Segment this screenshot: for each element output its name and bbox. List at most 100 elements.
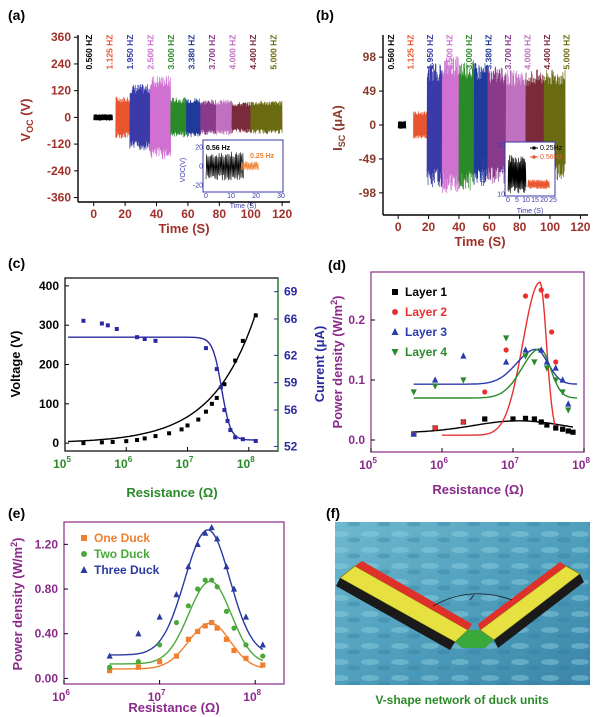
e-ytick-3: 1.20 — [35, 537, 59, 551]
c-point-1-14 — [240, 437, 245, 442]
d-point-1-1 — [432, 425, 438, 431]
c-ytick-2: 200 — [39, 358, 59, 372]
d-point-0-3 — [482, 416, 488, 422]
a-ytick-4: -120 — [47, 137, 71, 151]
d-point-1-2 — [460, 419, 466, 425]
c-y2tick-4: 66 — [284, 312, 298, 326]
panel-a-inset-label-2: 0.25 Hz — [250, 153, 275, 160]
panel-a-x-ticks: 0 20 40 60 80 100 120 — [90, 202, 292, 221]
c-xtick-3: 108 — [237, 455, 255, 471]
b-xtick-0: 0 — [395, 220, 402, 234]
e-xtick-2: 108 — [243, 688, 261, 704]
d-legend-label-0: Layer 1 — [405, 285, 447, 299]
a-freq-label-0: 0.560 HZ — [84, 35, 94, 70]
e-point-1-4 — [185, 603, 191, 609]
e-fit-0 — [109, 622, 263, 670]
e-point-1-11 — [243, 642, 249, 648]
c-point-0-17 — [253, 313, 258, 318]
a-segment-9 — [250, 100, 283, 134]
panel-a-inset-x-label: Time (S) — [230, 203, 257, 210]
b-xtick-3: 60 — [483, 220, 497, 234]
panel-c-y-ticks: 0 100 200 300 400 — [39, 279, 69, 450]
b-segment-5 — [473, 62, 489, 187]
b-segment-2 — [426, 63, 443, 188]
d-ytick-0: 0.0 — [348, 433, 365, 447]
a-freq-label-5: 3.380 HZ — [187, 35, 197, 70]
panel-b-inset-legend: 0.25Hz 0.56Hz — [530, 145, 563, 161]
c-voltage-fit — [68, 313, 257, 443]
e-point-0-10 — [231, 647, 237, 654]
d-point-0-11 — [565, 428, 571, 434]
panel-e-legend: One Duck Two Duck Three Duck — [80, 531, 160, 577]
b-freq-label-0: 0.560 HZ — [386, 35, 396, 70]
a-ytick-1: 240 — [51, 57, 71, 71]
c-point-0-2 — [110, 439, 115, 444]
c-point-0-15 — [233, 358, 238, 363]
c-point-0-0 — [81, 441, 86, 446]
b-ytick-1: 49 — [363, 84, 377, 98]
panel-f-caption: V-shape network of duck units — [375, 693, 549, 707]
e-point-0-9 — [223, 636, 230, 642]
d-point-1-5 — [522, 293, 529, 299]
d-point-0-7 — [538, 419, 544, 425]
e-point-1-2 — [157, 642, 163, 648]
c-point-1-12 — [228, 428, 233, 433]
d-point-3-0 — [410, 389, 417, 396]
d-point-3-2 — [460, 377, 467, 384]
d-legend-marker-3 — [391, 349, 399, 356]
d-xtick-1: 106 — [430, 456, 448, 472]
panel-b-inset-y-label: ISC(μA) — [480, 157, 487, 182]
a-freq-label-3: 2.500 HZ — [146, 35, 156, 70]
panel-d-y-label: Power density (W/m2) — [329, 296, 345, 429]
a-segment-8 — [231, 101, 252, 133]
c-point-0-6 — [153, 434, 158, 439]
d-point-0-10 — [560, 426, 566, 432]
right-arm-red — [478, 562, 566, 630]
b-segment-4 — [458, 60, 475, 191]
b-inset-xtick-1: 5 — [515, 197, 519, 204]
b-xtick-4: 80 — [513, 220, 527, 234]
c-y2tick-5: 69 — [284, 285, 298, 299]
b-freq-label-9: 5.000 HZ — [562, 35, 572, 70]
e-point-0-12 — [260, 662, 266, 668]
d-point-2-5 — [538, 346, 545, 353]
e-point-1-5 — [195, 586, 201, 592]
e-legend-marker-2 — [80, 566, 88, 573]
b-inset-series-0 — [507, 154, 527, 194]
c-point-0-10 — [196, 417, 201, 422]
c-y2tick-2: 59 — [284, 376, 298, 390]
e-point-0-3 — [173, 653, 180, 659]
c-point-1-2 — [105, 323, 110, 328]
panel-e-y-ticks: 0.00 0.40 0.80 1.20 — [35, 537, 68, 685]
e-point-2-0 — [106, 652, 113, 659]
panel-b-inset-legend-2: 0.56Hz — [540, 154, 563, 161]
panel-b-y-ticks: 98 49 0 -49 -98 — [359, 50, 383, 200]
e-point-2-11 — [242, 613, 250, 620]
b-segment-6 — [487, 66, 507, 184]
left-arm-red — [355, 561, 472, 630]
d-point-1-3 — [482, 389, 488, 395]
panel-a-inset-label-1: 0.56 Hz — [206, 145, 231, 152]
c-point-1-15 — [253, 438, 258, 443]
panel-a-y-label: VOC (V) — [18, 98, 35, 141]
b-ytick-2: 0 — [369, 118, 376, 132]
d-point-0-8 — [544, 422, 550, 428]
e-legend-marker-1 — [81, 551, 87, 557]
c-y2tick-3: 62 — [284, 348, 298, 362]
d-legend-label-2: Layer 3 — [405, 325, 447, 339]
d-point-1-4 — [503, 347, 509, 353]
a-freq-label-1: 1.125 HZ — [105, 35, 115, 70]
c-point-0-11 — [203, 409, 208, 414]
c-point-0-1 — [99, 440, 104, 445]
e-point-1-7 — [209, 577, 215, 583]
b-segment-1 — [413, 111, 428, 139]
b-inset-xtick-3: 15 — [531, 197, 539, 204]
a-freq-label-6: 3.700 HZ — [207, 35, 217, 70]
panel-e-frame — [63, 521, 285, 685]
b-inset-ytick-1: 15 — [497, 167, 505, 174]
e-ytick-2: 0.80 — [35, 582, 59, 596]
a-segment-2 — [129, 84, 151, 151]
